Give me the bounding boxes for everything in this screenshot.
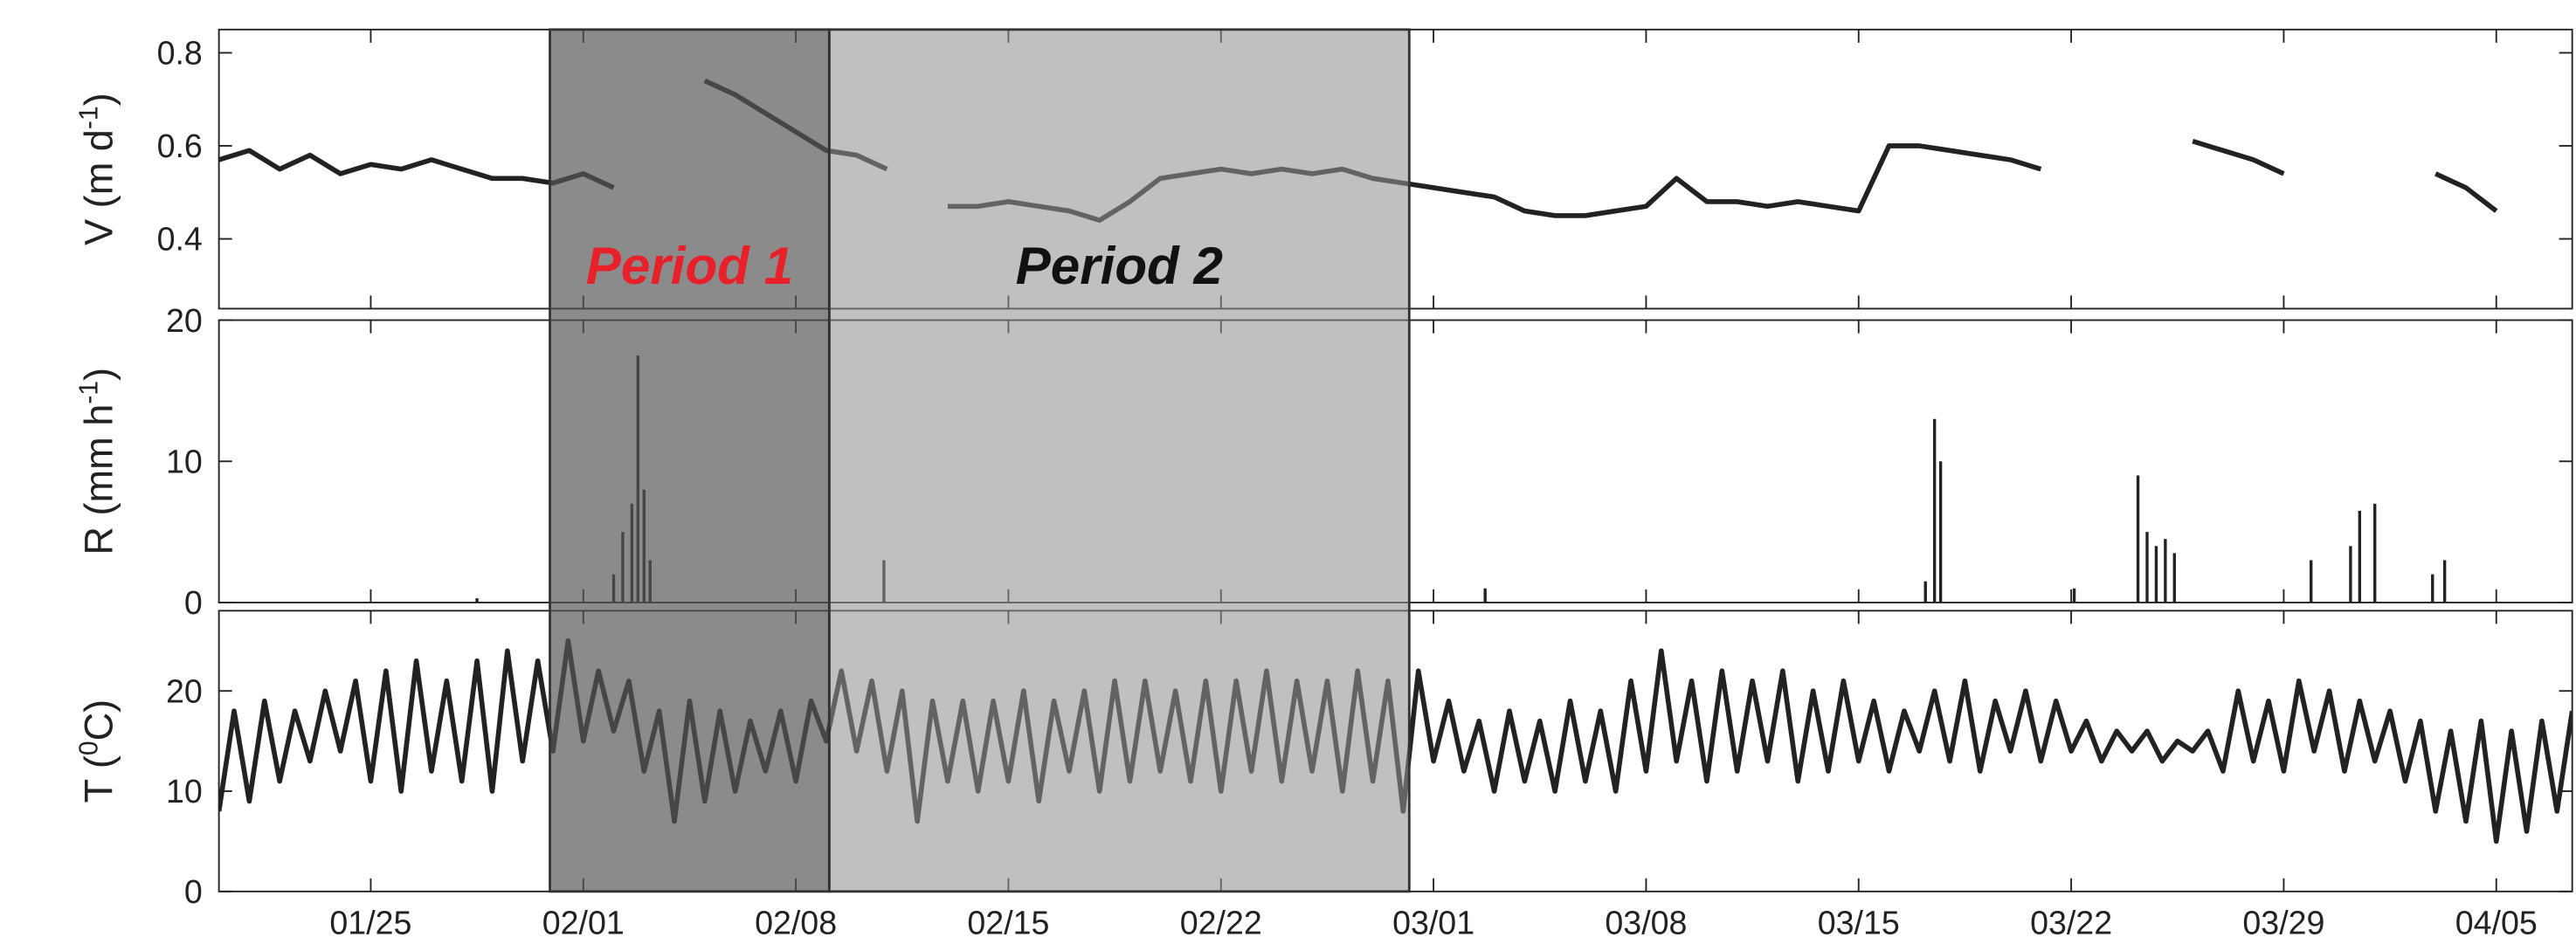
bar xyxy=(1938,461,1943,603)
bar xyxy=(2431,574,2434,603)
bar xyxy=(2310,560,2313,603)
y-axis-label: V (m d-1) xyxy=(75,93,121,245)
period-label: Period 2 xyxy=(1016,237,1223,295)
y-tick-label: 0 xyxy=(184,873,203,910)
y-label-text: V (m d xyxy=(76,129,121,245)
bar xyxy=(2442,560,2447,603)
x-tick-label: 03/01 xyxy=(1392,905,1474,941)
y-label-sup: -1 xyxy=(75,381,104,404)
x-tick-label: 02/08 xyxy=(755,905,837,941)
y-axis-label: R (mm h-1) xyxy=(75,368,121,555)
x-tick-label: 03/29 xyxy=(2242,905,2324,941)
x-tick-label: 02/01 xyxy=(542,905,625,941)
bar xyxy=(2136,475,2140,603)
x-tick-label: 01/25 xyxy=(329,905,411,941)
x-tick-label: 02/22 xyxy=(1180,905,1262,941)
y-label-suffix: C) xyxy=(76,699,121,741)
x-tick-label: 04/05 xyxy=(2455,905,2538,941)
period-shade xyxy=(549,28,831,893)
y-label-text: R (mm h xyxy=(76,404,121,555)
y-tick-label: 20 xyxy=(166,302,203,339)
y-tick-label: 0.4 xyxy=(157,221,203,258)
y-label-suffix: ) xyxy=(76,368,121,381)
bar xyxy=(1923,581,1927,603)
y-axis-label: T (0C) xyxy=(75,699,121,803)
x-tick-label: 02/15 xyxy=(967,905,1049,941)
y-label-sup: -1 xyxy=(75,106,104,129)
bar xyxy=(475,598,479,603)
bar xyxy=(2145,532,2149,603)
y-tick-label: 0.6 xyxy=(157,127,203,164)
y-tick-label: 0.8 xyxy=(157,35,203,72)
x-tick-label: 03/15 xyxy=(1818,905,1900,941)
y-label-sup: 0 xyxy=(75,741,104,755)
x-tick-label: 03/08 xyxy=(1605,905,1687,941)
bar xyxy=(2154,546,2158,603)
y-tick-label: 0 xyxy=(184,584,203,621)
x-tick-label: 03/22 xyxy=(2030,905,2112,941)
y-tick-label: 10 xyxy=(166,773,203,810)
y-tick-label: 20 xyxy=(166,672,203,709)
bar xyxy=(2349,546,2352,603)
bar xyxy=(2358,510,2362,603)
y-label-suffix: ) xyxy=(76,93,121,106)
bar xyxy=(2164,539,2167,603)
bar xyxy=(2072,588,2076,603)
bar xyxy=(1483,588,1487,603)
y-label-text: T ( xyxy=(76,755,121,803)
bar xyxy=(2373,503,2377,603)
period-label: Period 1 xyxy=(586,237,793,295)
bar xyxy=(2172,553,2176,603)
period-shade xyxy=(827,28,1411,893)
y-tick-label: 10 xyxy=(166,443,203,479)
bar xyxy=(1932,418,1937,603)
